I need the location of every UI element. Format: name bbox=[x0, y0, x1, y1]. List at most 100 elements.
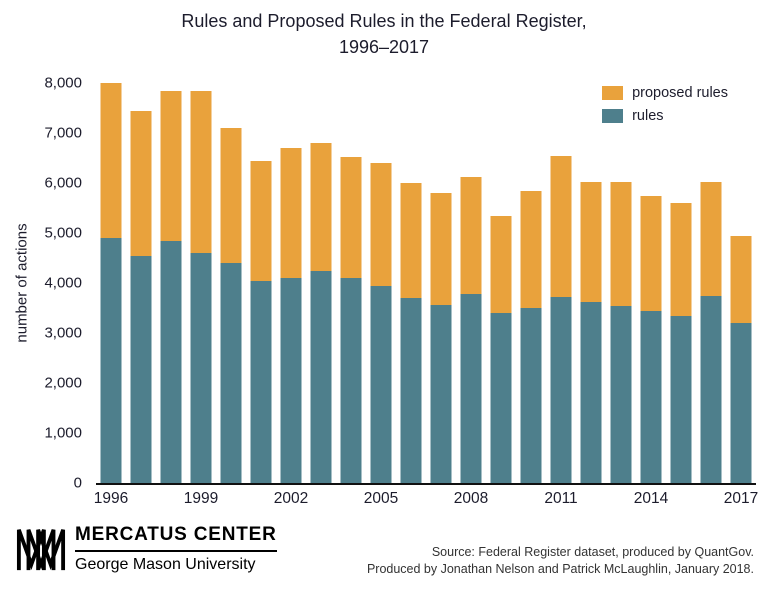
bar-2011 bbox=[550, 83, 572, 483]
chart-title-line1: Rules and Proposed Rules in the Federal … bbox=[181, 11, 587, 31]
x-tick-label-2017: 2017 bbox=[723, 490, 759, 507]
bar-2016 bbox=[700, 83, 722, 483]
bar-segment-rules-1999 bbox=[190, 253, 212, 483]
bar-segment-proposed-rules-2014 bbox=[640, 195, 662, 311]
x-tick-label-2011: 2011 bbox=[544, 490, 578, 507]
brand-subtitle: George Mason University bbox=[75, 556, 256, 573]
x-tick-label-2005: 2005 bbox=[363, 490, 399, 507]
bar-segment-proposed-rules-2011 bbox=[550, 155, 572, 297]
bar-segment-rules-2001 bbox=[250, 280, 272, 483]
bar-segment-proposed-rules-2008 bbox=[460, 176, 482, 294]
bar-1998 bbox=[160, 83, 182, 483]
bar-2013 bbox=[610, 83, 632, 483]
bar-1996 bbox=[100, 83, 122, 483]
legend-swatch-rules-icon bbox=[602, 109, 624, 123]
bar-segment-proposed-rules-2016 bbox=[700, 181, 722, 296]
bar-2017 bbox=[730, 83, 752, 483]
bar-2006 bbox=[400, 83, 422, 483]
bar-segment-proposed-rules-2002 bbox=[280, 148, 302, 278]
y-tick-label-2000: 2,000 bbox=[44, 374, 82, 392]
bar-segment-proposed-rules-2017 bbox=[730, 235, 752, 323]
bar-segment-rules-2009 bbox=[490, 313, 512, 483]
x-tick-label-2002: 2002 bbox=[273, 490, 309, 507]
x-axis-ticks: 1996 1999 2002 2005 2008 2011 2014 2017 bbox=[94, 490, 759, 510]
bar-2004 bbox=[340, 83, 362, 483]
bar-2010 bbox=[520, 83, 542, 483]
y-tick-label-4000: 4,000 bbox=[44, 274, 82, 292]
legend-label-rules: rules bbox=[632, 108, 664, 124]
bar-2012 bbox=[580, 83, 602, 483]
y-tick-label-6000: 6,000 bbox=[44, 174, 82, 192]
bar-segment-rules-2017 bbox=[730, 323, 752, 483]
bar-segment-proposed-rules-1997 bbox=[130, 110, 152, 256]
y-tick-label-3000: 3,000 bbox=[44, 324, 82, 342]
bar-2005 bbox=[370, 83, 392, 483]
bar-segment-proposed-rules-2005 bbox=[370, 163, 392, 286]
bar-2009 bbox=[490, 83, 512, 483]
bar-segment-rules-2004 bbox=[340, 278, 362, 483]
bar-segment-rules-2016 bbox=[700, 295, 722, 483]
bar-segment-proposed-rules-1998 bbox=[160, 90, 182, 241]
bar-segment-proposed-rules-2012 bbox=[580, 182, 602, 302]
chart-title: Rules and Proposed Rules in the Federal … bbox=[0, 8, 768, 60]
source-note: Source: Federal Register dataset, produc… bbox=[367, 544, 754, 578]
bar-segment-rules-2000 bbox=[220, 263, 242, 483]
bar-segment-rules-2006 bbox=[400, 298, 422, 483]
bar-segment-proposed-rules-2013 bbox=[610, 181, 632, 306]
x-tick-label-2008: 2008 bbox=[453, 490, 489, 507]
bar-segment-rules-1997 bbox=[130, 255, 152, 483]
bar-2015 bbox=[670, 83, 692, 483]
y-tick-label-1000: 1,000 bbox=[44, 424, 82, 442]
bar-segment-proposed-rules-2015 bbox=[670, 203, 692, 316]
brand-text: MERCATUS CENTER George Mason University bbox=[75, 524, 277, 574]
bar-2014 bbox=[640, 83, 662, 483]
bar-segment-proposed-rules-2001 bbox=[250, 160, 272, 281]
bar-segment-rules-2011 bbox=[550, 297, 572, 483]
bar-segment-proposed-rules-2007 bbox=[430, 193, 452, 305]
bar-segment-rules-2014 bbox=[640, 310, 662, 483]
footer: MERCATUS CENTER George Mason University … bbox=[16, 524, 754, 578]
legend-item-rules: rules bbox=[602, 108, 728, 124]
bar-segment-proposed-rules-2010 bbox=[520, 190, 542, 308]
bar-2003 bbox=[310, 83, 332, 483]
brand-title: MERCATUS CENTER bbox=[75, 524, 277, 552]
bar-2000 bbox=[220, 83, 242, 483]
bar-2001 bbox=[250, 83, 272, 483]
brand: MERCATUS CENTER George Mason University bbox=[16, 524, 277, 574]
bar-segment-rules-2008 bbox=[460, 294, 482, 483]
legend: proposed rules rules bbox=[602, 85, 728, 124]
y-axis-ticks: 0 1,000 2,000 3,000 4,000 5,000 6,000 7,000 8,00… bbox=[0, 75, 90, 492]
y-tick-label-5000: 5,000 bbox=[44, 224, 82, 242]
bar-segment-proposed-rules-2004 bbox=[340, 157, 362, 278]
y-tick-label-0: 0 bbox=[73, 474, 82, 492]
plot-area: proposed rules rules bbox=[96, 83, 756, 485]
bar-segment-rules-2015 bbox=[670, 315, 692, 483]
legend-swatch-proposed-rules-icon bbox=[602, 86, 624, 100]
bar-segment-proposed-rules-1996 bbox=[100, 83, 122, 238]
bar-segment-rules-2007 bbox=[430, 304, 452, 483]
legend-label-proposed-rules: proposed rules bbox=[632, 85, 728, 101]
x-tick-label-2014: 2014 bbox=[633, 490, 669, 507]
bar-segment-rules-2013 bbox=[610, 305, 632, 483]
y-tick-label-7000: 7,000 bbox=[44, 124, 82, 142]
bar-segment-proposed-rules-1999 bbox=[190, 90, 212, 253]
bar-segment-proposed-rules-2009 bbox=[490, 215, 512, 313]
bar-segment-rules-1996 bbox=[100, 238, 122, 483]
bar-2007 bbox=[430, 83, 452, 483]
source-line1: Source: Federal Register dataset, produc… bbox=[431, 545, 754, 559]
bar-segment-proposed-rules-2000 bbox=[220, 128, 242, 263]
source-line2: Produced by Jonathan Nelson and Patrick … bbox=[366, 561, 754, 576]
bar-1997 bbox=[130, 83, 152, 483]
bar-2002 bbox=[280, 83, 302, 483]
bar-segment-rules-2010 bbox=[520, 308, 542, 483]
bar-segment-rules-2003 bbox=[310, 270, 332, 483]
mercatus-logo-icon bbox=[16, 529, 66, 571]
legend-item-proposed-rules: proposed rules bbox=[602, 85, 728, 101]
chart-title-line2: 1996–2017 bbox=[338, 37, 430, 58]
bar-segment-rules-1998 bbox=[160, 240, 182, 483]
bar-2008 bbox=[460, 83, 482, 483]
x-tick-label-1999: 1999 bbox=[183, 490, 219, 507]
bar-segment-rules-2005 bbox=[370, 285, 392, 483]
bar-segment-proposed-rules-2006 bbox=[400, 183, 422, 298]
